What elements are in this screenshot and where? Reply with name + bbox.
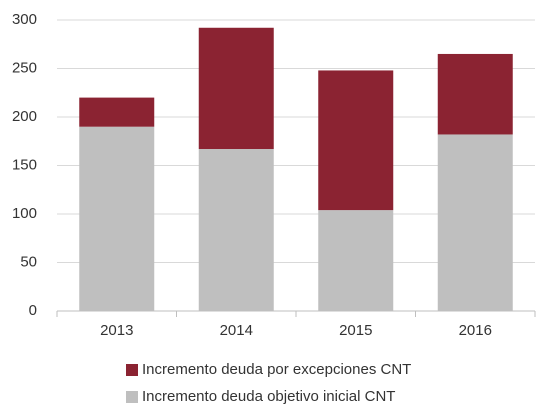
y-tick-label: 150 xyxy=(12,156,37,173)
bar-segment xyxy=(79,97,155,127)
x-tick-label: 2013 xyxy=(100,322,133,339)
legend-label: Incremento deuda objetivo inicial CNT xyxy=(142,388,395,405)
bar-segment xyxy=(318,210,394,311)
bar-segment xyxy=(437,134,513,311)
bar-segment xyxy=(79,126,155,311)
y-tick-label: 100 xyxy=(12,205,37,222)
x-tick-label: 2014 xyxy=(220,322,253,339)
y-tick-label: 300 xyxy=(12,11,37,28)
bar-segment xyxy=(318,70,394,211)
legend-label: Incremento deuda por excepciones CNT xyxy=(142,361,411,378)
legend-swatch xyxy=(126,391,138,403)
legend-swatch xyxy=(126,364,138,376)
x-tick-label: 2016 xyxy=(459,322,492,339)
y-tick-label: 0 xyxy=(29,302,37,319)
x-tick-label: 2015 xyxy=(339,322,372,339)
y-tick-label: 200 xyxy=(12,108,37,125)
bar-segment xyxy=(437,53,513,135)
y-tick-label: 250 xyxy=(12,59,37,76)
y-tick-label: 50 xyxy=(20,253,37,270)
bar-segment xyxy=(198,27,274,150)
bar-segment xyxy=(198,149,274,311)
